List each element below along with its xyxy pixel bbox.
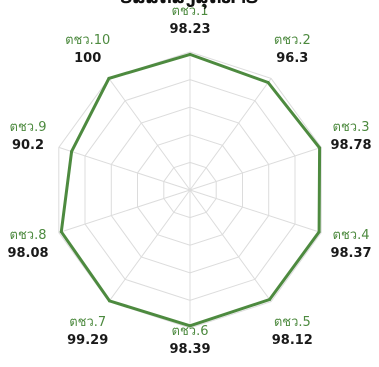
value-label-1: 98.23 <box>169 22 210 37</box>
category-label-1: ตชว.1 <box>172 4 209 19</box>
category-label-7: ตชว.7 <box>69 315 106 330</box>
value-label-9: 90.2 <box>12 138 44 153</box>
grid-spoke-3 <box>189 146 322 191</box>
data-point-9 <box>70 150 74 153</box>
value-label-7: 99.29 <box>67 333 108 348</box>
data-point-7 <box>108 299 111 303</box>
grid-spoke-4 <box>189 189 322 234</box>
grid-spoke-7 <box>108 189 191 302</box>
grid-spoke-9 <box>58 146 191 191</box>
data-point-3 <box>318 146 322 150</box>
grid-spoke-8 <box>58 189 191 234</box>
category-label-9: ตชว.9 <box>10 120 47 135</box>
category-label-10: ตชว.10 <box>65 33 110 48</box>
radar-labels: ตชว.1 98.23 ตชว.2 96.3 ตชว.3 98.78 ตชว.4 98.37 ต… <box>7 4 371 357</box>
grid-spoke-10 <box>108 78 191 191</box>
radar-series <box>59 52 322 328</box>
data-point-8 <box>59 230 63 234</box>
value-label-4: 98.37 <box>330 246 371 261</box>
data-point-2 <box>266 81 270 84</box>
grid-spoke-5 <box>189 189 272 302</box>
value-label-6: 98.39 <box>169 342 210 357</box>
value-label-8: 98.08 <box>7 246 48 261</box>
value-label-10: 100 <box>74 51 101 66</box>
value-label-5: 98.12 <box>272 333 313 348</box>
data-point-5 <box>268 298 272 301</box>
data-point-10 <box>107 76 111 80</box>
data-point-6 <box>188 324 192 328</box>
chart-title: ບໍລິສັດສົ່ງສຸດທ້າຍ <box>0 0 379 8</box>
category-label-8: ตชว.8 <box>10 228 47 243</box>
value-label-3: 98.78 <box>330 138 371 153</box>
data-point-1 <box>188 52 192 56</box>
category-label-6: ตชว.6 <box>172 324 209 339</box>
category-label-3: ตชว.3 <box>333 120 370 135</box>
radar-grid <box>58 51 322 329</box>
grid-spoke-2 <box>189 78 272 191</box>
value-label-2: 96.3 <box>276 51 308 66</box>
category-label-4: ตชว.4 <box>333 228 370 243</box>
category-label-5: ตชว.5 <box>274 315 311 330</box>
data-point-4 <box>317 230 321 234</box>
category-label-2: ตชว.2 <box>274 33 311 48</box>
